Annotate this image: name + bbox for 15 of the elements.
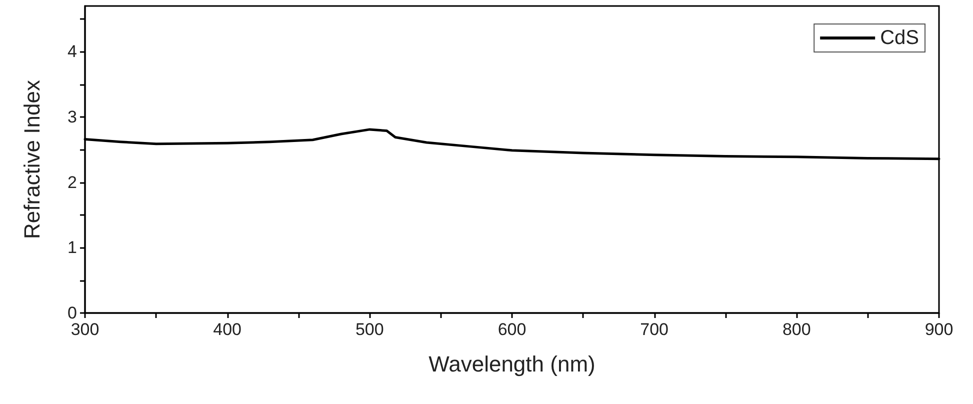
y-tick-label: 4: [68, 42, 77, 62]
x-tick-label: 300: [70, 320, 100, 339]
x-tick-label: 500: [355, 320, 384, 339]
x-tick-label: 600: [498, 320, 526, 339]
y-axis-title: Refractive Index: [20, 80, 44, 239]
x-axis-title: Wavelength (nm): [428, 352, 596, 376]
x-tick-label: 400: [213, 320, 242, 339]
x-tick-label: 900: [924, 320, 954, 339]
y-tick-label: 1: [68, 238, 77, 258]
y-tick-label: 2: [68, 172, 77, 192]
y-tick-label: 0: [68, 304, 77, 322]
legend-label: CdS: [880, 27, 919, 49]
y-tick-label: 3: [68, 108, 77, 127]
x-tick-label: 800: [782, 320, 811, 339]
x-tick-label: 700: [640, 320, 669, 339]
